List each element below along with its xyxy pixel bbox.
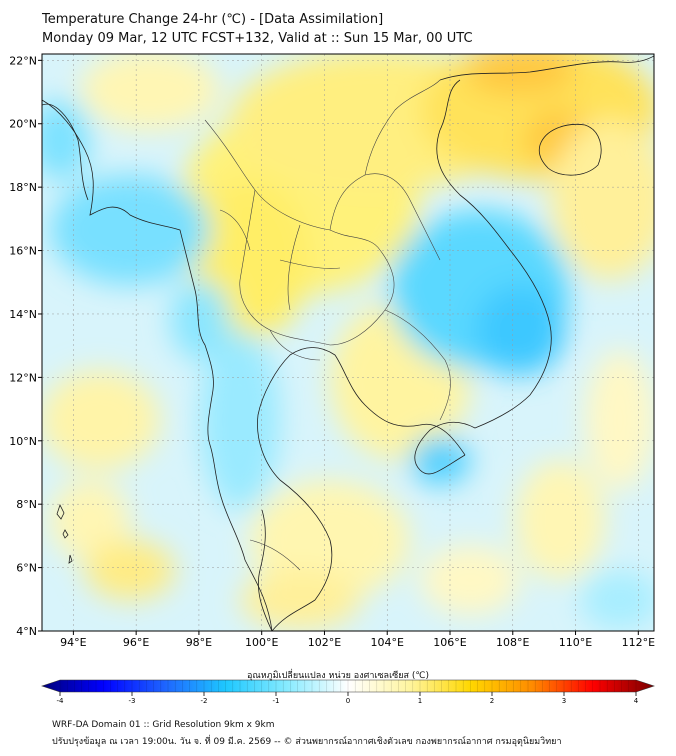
temperature-field — [42, 54, 654, 631]
colorbar-tick-label: 2 — [490, 697, 494, 705]
lat-tick-label: 6°N — [16, 562, 37, 575]
lon-tick-label: 110°E — [559, 636, 592, 649]
colorbar-tick-label: 3 — [562, 697, 566, 705]
lat-tick-label: 22°N — [9, 54, 37, 67]
lat-tick-label: 4°N — [16, 625, 37, 638]
lat-tick-label: 8°N — [16, 498, 37, 511]
colorbar-tick-label: 0 — [346, 697, 350, 705]
lon-tick-label: 100°E — [245, 636, 278, 649]
lat-tick-label: 16°N — [9, 245, 37, 258]
lat-tick-label: 10°N — [9, 435, 37, 448]
colorbar-tick-label: -1 — [273, 697, 280, 705]
map-subtitle: Monday 09 Mar, 12 UTC FCST+132, Valid at… — [42, 31, 473, 46]
lon-tick-label: 106°E — [433, 636, 466, 649]
lon-tick-label: 112°E — [622, 636, 655, 649]
coastlines — [42, 55, 654, 631]
lon-tick-label: 102°E — [308, 636, 341, 649]
lon-tick-label: 94°E — [60, 636, 86, 649]
lon-tick-label: 98°E — [186, 636, 212, 649]
lat-tick-label: 20°N — [9, 118, 37, 131]
axis-ticks: 94°E 96°E 98°E 100°E 102°E 104°E 106°E 108°E 110… — [9, 54, 655, 649]
colorbar-tick-label: 1 — [418, 697, 422, 705]
colorbar-tick-label: -2 — [201, 697, 208, 705]
lat-tick-label: 18°N — [9, 181, 37, 194]
colorbar-tick-label: 4 — [634, 697, 639, 705]
lon-tick-label: 104°E — [371, 636, 404, 649]
footer-update-info: ปรับปรุงข้อมูล ณ เวลา 19:00น. วัน จ. ที่… — [52, 737, 562, 747]
colorbar-tick-label: -4 — [57, 697, 65, 705]
colorbar: -4 -3 -2 -1 0 1 2 3 4 — [41, 679, 655, 705]
colorbar-label: อุณหภูมิเปลี่ยนแปลง หน่วย องศาเซลเซียส (… — [246, 671, 430, 681]
province-borders — [204, 79, 451, 571]
lat-tick-label: 14°N — [9, 308, 37, 321]
lon-tick-label: 108°E — [496, 636, 529, 649]
lat-tick-label: 12°N — [9, 371, 37, 384]
map-title: Temperature Change 24-hr (℃) - [Data Ass… — [42, 12, 384, 27]
plot-frame — [41, 53, 655, 632]
footer-model-info: WRF-DA Domain 01 :: Grid Resolution 9km … — [52, 720, 275, 730]
colorbar-tick-label: -3 — [129, 697, 136, 705]
lon-tick-label: 96°E — [123, 636, 149, 649]
